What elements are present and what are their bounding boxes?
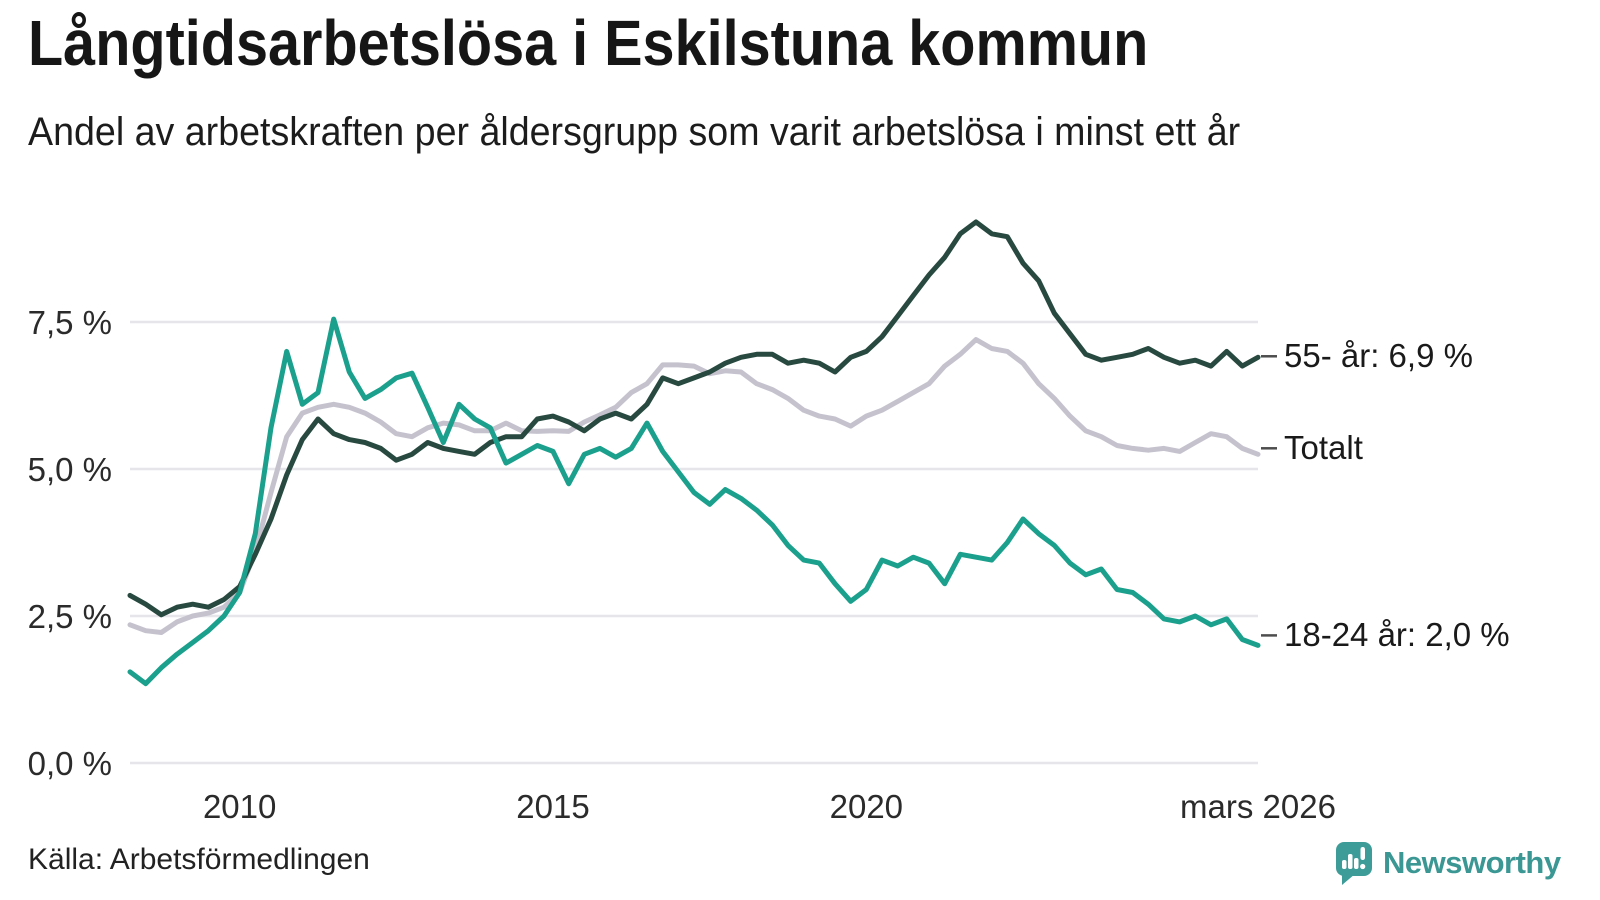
y-axis-tick-label: 0,0 % bbox=[28, 745, 112, 782]
page-subtitle: Andel av arbetskraften per åldersgrupp s… bbox=[28, 110, 1241, 154]
logo-bar-3 bbox=[1354, 858, 1359, 869]
series-line-18-24 år bbox=[127, 316, 1261, 687]
x-axis-tick-label: mars 2026 bbox=[1180, 788, 1336, 825]
logo-bar-2 bbox=[1348, 854, 1353, 869]
source-note: Källa: Arbetsförmedlingen bbox=[28, 843, 370, 876]
logo-exclamation-dot bbox=[1360, 863, 1366, 870]
y-axis-tick-label: 5,0 % bbox=[28, 451, 112, 488]
newsworthy-logo-text: Newsworthy bbox=[1383, 845, 1561, 880]
x-axis-tick-label: 2010 bbox=[203, 788, 276, 825]
series-line-55- år bbox=[127, 219, 1261, 618]
series-end-label-18-24-ar: 18-24 år: 2,0 % bbox=[1284, 616, 1510, 654]
x-axis-tick-label: 2020 bbox=[830, 788, 903, 825]
page-title: Långtidsarbetslösa i Eskilstuna kommun bbox=[28, 7, 1149, 79]
newsworthy-logo[interactable]: Newsworthy bbox=[1334, 840, 1561, 886]
logo-bar-1 bbox=[1342, 860, 1347, 869]
y-axis-tick-label: 7,5 % bbox=[28, 304, 112, 341]
series-line-Totalt bbox=[127, 337, 1261, 635]
series-end-label-totalt: Totalt bbox=[1284, 429, 1363, 467]
logo-exclamation-stem bbox=[1360, 847, 1365, 860]
series-end-label-55-ar: 55- år: 6,9 % bbox=[1284, 337, 1473, 375]
y-axis-tick-label: 2,5 % bbox=[28, 598, 112, 635]
x-axis-tick-label: 2015 bbox=[516, 788, 589, 825]
newsworthy-logo-icon bbox=[1336, 842, 1372, 885]
